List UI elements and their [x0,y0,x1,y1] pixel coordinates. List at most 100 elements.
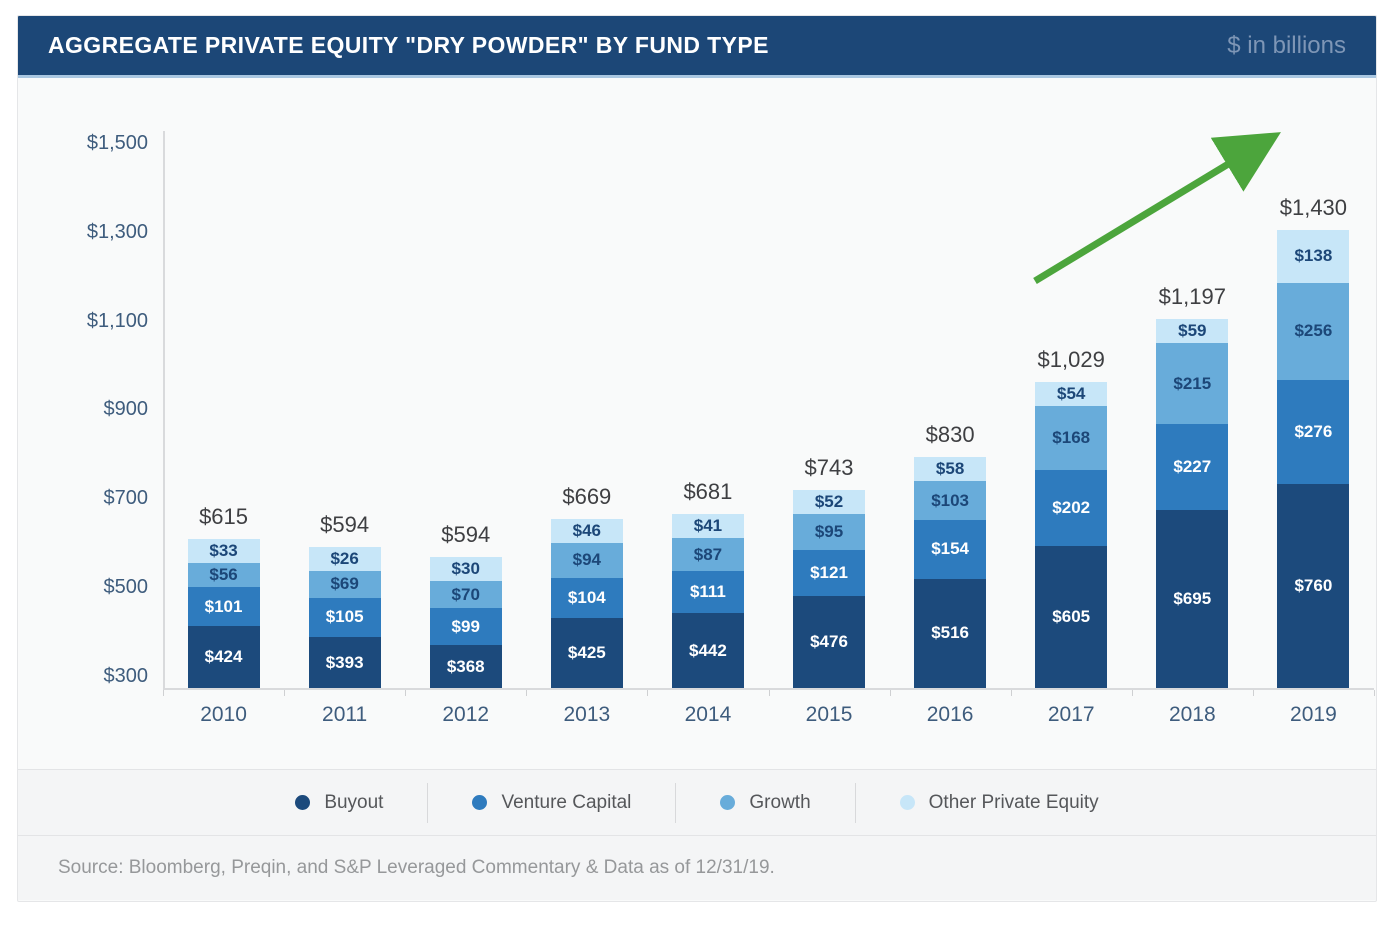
x-axis-tick [889,690,891,696]
bar-segment-buyout: $442 [671,613,744,688]
x-axis-label-2012: 2012 [442,703,490,726]
legend-dot-icon [295,795,311,810]
bar-segment-growth: $56 [187,563,260,588]
bar-segment-other-private-equity: $52 [793,490,866,515]
bar-total-label: $830 [925,422,975,448]
legend-label: Buyout [324,791,384,813]
bar-segment-buyout: $476 [793,596,866,688]
x-axis-label-2015: 2015 [805,703,853,726]
source-text: Source: Bloomberg, Preqin, and S&P Lever… [58,857,775,878]
bar-segment-growth: $94 [550,542,623,579]
x-axis-label-2010: 2010 [200,703,247,726]
bar-total-label: $743 [804,455,854,481]
bar-total-label: $681 [683,479,733,505]
bar-segment-venture-capital: $99 [429,607,502,646]
bar-stack: $26 $69 $105 $393 [308,547,381,688]
x-axis-tick [1131,690,1133,696]
y-axis-label: $300 [103,664,149,687]
x-axis-label-2017: 2017 [1047,703,1095,726]
units-label: $ in billions [1227,31,1346,59]
x-axis-label-2014: 2014 [684,703,732,726]
bars-row: $615 $33 $56 $101 $424 $594 $26 $69 $105 $393 $594… [163,195,1374,688]
chart-plot-area: $1,500 $1,300 $1,100 $900 $700 $500 $300 $615 $… [18,78,1376,769]
chart-header: AGGREGATE PRIVATE EQUITY "DRY POWDER" BY… [18,16,1376,78]
y-axis-label: $1,100 [86,309,148,332]
bar-segment-venture-capital: $101 [187,587,260,626]
legend-item-venture-capital: Venture Capital [428,782,677,823]
x-axis-line [163,688,1374,690]
bar-segment-growth: $215 [1156,342,1229,425]
legend-dot-icon [899,795,915,810]
bar-segment-growth: $69 [308,571,381,598]
bar-segment-buyout: $424 [187,625,260,688]
bar-segment-other-private-equity: $46 [550,518,623,543]
y-axis-line [163,131,165,688]
bar-segment-other-private-equity: $33 [187,539,260,564]
x-axis-label-2013: 2013 [563,703,611,726]
bar-segment-growth: $87 [671,538,744,572]
trend-arrow [1033,132,1281,284]
bar-segment-buyout: $760 [1277,484,1350,688]
bar-total-label: $669 [562,483,612,509]
bar-total-label: $1,029 [1037,347,1105,373]
bar-group-2017: $1,029 $54 $168 $202 $605 [1011,347,1132,688]
bar-group-2016: $830 $58 $103 $154 $516 [890,422,1011,688]
x-axis-labels: 2010 2011 2012 2013 2014 2015 2016 2017 2018 2019 [163,703,1374,727]
bar-group-2019: $1,430 $138 $256 $276 $760 [1253,195,1374,688]
bar-stack: $33 $56 $101 $424 [187,539,260,688]
bar-segment-buyout: $605 [1035,546,1108,688]
bar-stack: $138 $256 $276 $760 [1277,230,1350,688]
bar-segment-other-private-equity: $58 [914,457,987,482]
x-axis-tick [1010,690,1012,696]
x-axis-label-2011: 2011 [322,703,368,726]
bar-segment-growth: $256 [1277,282,1350,380]
bar-group-2010: $615 $33 $56 $101 $424 [163,504,284,688]
bar-total-label: $594 [441,522,491,548]
bar-segment-other-private-equity: $41 [671,514,744,539]
bar-segment-buyout: $516 [914,578,987,688]
bar-segment-other-private-equity: $26 [308,547,381,572]
bar-group-2018: $1,197 $59 $215 $227 $695 [1132,284,1253,688]
bar-total-label: $594 [320,512,370,538]
legend-dot-icon [720,795,736,810]
bar-segment-venture-capital: $104 [550,578,623,618]
bar-segment-buyout: $695 [1156,510,1229,688]
legend-label: Growth [749,791,811,813]
bar-total-label: $1,430 [1279,195,1348,221]
x-axis-tick [405,690,407,696]
x-axis-tick [1252,690,1254,696]
bar-segment-other-private-equity: $30 [429,557,502,582]
bar-segment-venture-capital: $154 [914,520,987,579]
y-axis-label: $500 [103,576,149,598]
bar-stack: $59 $215 $227 $695 [1156,318,1229,688]
bar-segment-other-private-equity: $138 [1277,230,1350,283]
legend-item-other-private-equity: Other Private Equity [856,783,1143,823]
bar-segment-growth: $103 [914,481,987,521]
legend-item-growth: Growth [676,782,856,823]
x-axis-tick [284,690,286,696]
bar-segment-other-private-equity: $59 [1156,318,1229,343]
chart-title: AGGREGATE PRIVATE EQUITY "DRY POWDER" BY… [48,32,769,58]
y-axis-label: $1,300 [86,220,148,243]
legend: Buyout Venture Capital Growth Other Private… [18,769,1376,836]
bar-stack: $30 $70 $99 $368 [429,557,502,688]
bar-total-label: $615 [199,504,249,530]
bar-group-2012: $594 $30 $70 $99 $368 [405,522,526,688]
x-axis-label-2016: 2016 [926,703,974,726]
bar-group-2011: $594 $26 $69 $105 $393 [284,512,405,688]
y-axis-label: $700 [103,487,149,510]
legend-label: Other Private Equity [928,791,1099,813]
bar-segment-other-private-equity: $54 [1035,382,1108,407]
bar-stack: $58 $103 $154 $516 [914,457,987,688]
y-axis-label: $1,500 [86,132,148,154]
bar-segment-venture-capital: $111 [671,571,744,614]
bar-group-2014: $681 $41 $87 $111 $442 [647,479,768,688]
y-axis-label: $900 [103,398,149,421]
bar-group-2015: $743 $52 $95 $121 $476 [768,455,889,688]
x-axis-tick [163,690,164,696]
bar-stack: $46 $94 $104 $425 [550,518,623,688]
bar-segment-venture-capital: $227 [1156,424,1229,511]
bar-segment-growth: $95 [793,514,866,551]
legend-dot-icon [472,795,488,810]
x-axis-tick [768,690,770,696]
